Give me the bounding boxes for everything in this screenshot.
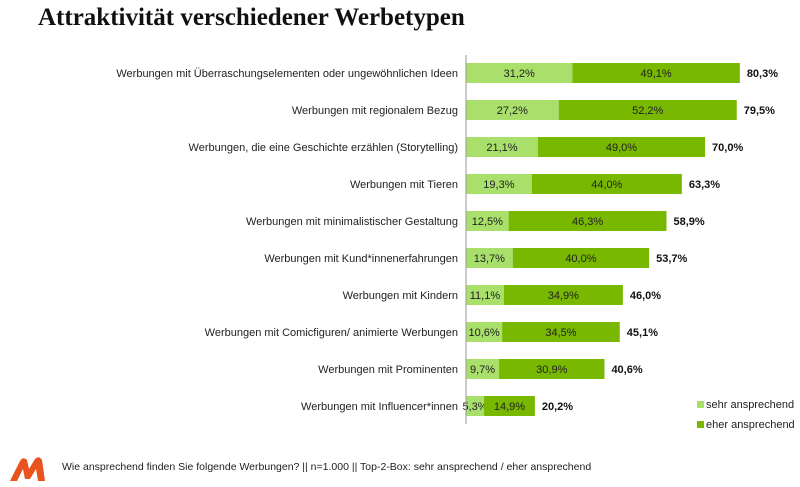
bar-segment-sehr — [466, 100, 559, 120]
total-label: 58,9% — [674, 216, 705, 228]
total-label: 46,0% — [630, 290, 661, 302]
bar-segment-sehr — [466, 322, 503, 342]
bar-segment-eher — [503, 285, 623, 305]
total-label: 53,7% — [656, 253, 687, 265]
bar-segment-eher — [512, 248, 650, 268]
legend-swatch — [697, 401, 704, 408]
data-label: 46,3% — [572, 216, 603, 228]
bar-segment-sehr — [466, 211, 509, 231]
data-label: 30,9% — [536, 364, 567, 376]
data-label: 27,2% — [497, 105, 528, 117]
total-label: 70,0% — [712, 142, 743, 154]
data-label: 11,1% — [470, 290, 501, 302]
category-label: Werbungen mit Tieren — [350, 179, 458, 191]
category-label: Werbungen mit minimalistischer Gestaltun… — [246, 216, 458, 228]
data-label: 10,6% — [468, 327, 499, 339]
data-label: 19,3% — [483, 179, 514, 191]
category-label: Werbungen mit Influencer*innen — [301, 401, 458, 413]
data-label: 49,1% — [641, 68, 672, 80]
bar-segment-sehr — [466, 174, 532, 194]
bar-segment-sehr — [466, 359, 500, 379]
data-label: 14,9% — [494, 401, 525, 413]
data-label: 34,9% — [548, 290, 579, 302]
category-label: Werbungen mit Kindern — [343, 290, 458, 302]
category-label: Werbungen mit Comicfiguren/ animierte We… — [205, 327, 458, 339]
data-label: 9,7% — [470, 364, 495, 376]
data-label: 13,7% — [474, 253, 505, 265]
legend-label: eher ansprechend — [706, 419, 795, 431]
chart-title: Attraktivität verschiedener Werbetypen — [38, 4, 465, 31]
bar-segment-eher — [508, 211, 667, 231]
category-label: Werbungen mit Kund*innenerfahrungen — [264, 253, 458, 265]
legend-label: sehr ansprechend — [706, 399, 794, 411]
bar-segment-eher — [572, 63, 740, 83]
total-label: 63,3% — [689, 179, 720, 191]
data-label: 12,5% — [472, 216, 503, 228]
data-label: 52,2% — [632, 105, 663, 117]
data-label: 44,0% — [591, 179, 622, 191]
bar-segment-sehr — [466, 63, 573, 83]
data-label: 34,5% — [545, 327, 576, 339]
data-label: 40,0% — [565, 253, 596, 265]
category-label: Werbungen mit Prominenten — [318, 364, 458, 376]
bar-segment-sehr — [466, 248, 513, 268]
category-label: Werbungen, die eine Geschichte erzählen … — [189, 142, 458, 154]
data-label: 49,0% — [606, 142, 637, 154]
bar-segment-eher — [484, 396, 535, 416]
bar-segment-eher — [531, 174, 682, 194]
total-label: 40,6% — [611, 364, 642, 376]
bar-segment-eher — [558, 100, 737, 120]
total-label: 80,3% — [747, 68, 778, 80]
bar-segment-sehr — [466, 285, 504, 305]
data-label: 31,2% — [504, 68, 535, 80]
category-label: Werbungen mit Überraschungselementen ode… — [116, 68, 458, 80]
total-label: 45,1% — [627, 327, 658, 339]
total-label: 79,5% — [744, 105, 775, 117]
bar-segment-eher — [502, 322, 620, 342]
category-label: Werbungen mit regionalem Bezug — [292, 105, 458, 117]
brand-logo-icon — [10, 457, 45, 481]
footer-note: Wie ansprechend finden Sie folgende Werb… — [62, 461, 592, 473]
total-label: 20,2% — [542, 401, 573, 413]
data-label: 21,1% — [486, 142, 517, 154]
legend-swatch — [697, 421, 704, 428]
bar-segment-eher — [537, 137, 706, 157]
bar-segment-sehr — [466, 137, 538, 157]
bar-segment-sehr — [466, 396, 485, 416]
bar-segment-eher — [499, 359, 605, 379]
data-label: 5,3% — [462, 401, 487, 413]
